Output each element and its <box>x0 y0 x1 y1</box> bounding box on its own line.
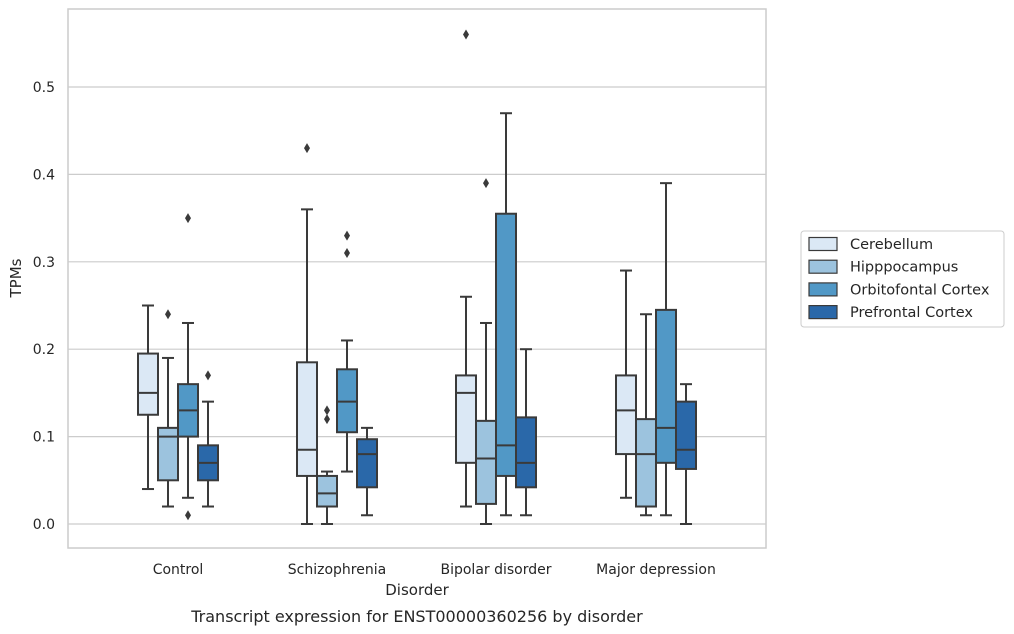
box-1-2 <box>336 230 358 473</box>
box-3-0 <box>615 269 637 499</box>
legend-swatch <box>808 259 838 274</box>
legend: Cerebellum Hipppocampus Orbitofontal Corte… <box>800 230 1005 328</box>
box-1-3 <box>356 426 378 517</box>
outlier-point <box>165 309 171 320</box>
chart-caption: Transcript expression for ENST0000036025… <box>190 607 643 626</box>
outlier-point <box>185 213 191 224</box>
x-tick-label: Major depression <box>596 562 716 578</box>
box-0-3 <box>197 370 219 508</box>
iqr-box <box>316 474 338 508</box>
y-tick-label: 0.3 <box>33 255 55 271</box>
y-tick-label: 0.5 <box>33 80 55 96</box>
legend-label: Orbitofontal Cortex <box>850 282 990 298</box>
legend-swatch <box>808 305 838 320</box>
iqr-box <box>356 438 378 489</box>
box-2-3 <box>515 348 537 517</box>
box-2-1 <box>475 178 497 525</box>
outlier-point <box>344 248 350 259</box>
iqr-box <box>495 212 517 477</box>
box-1-0 <box>296 143 318 525</box>
legend-label: Cerebellum <box>850 237 933 253</box>
outlier-point <box>304 143 310 154</box>
y-axis-label: TPMs <box>7 258 25 298</box>
box-0-0 <box>137 304 159 491</box>
legend-frame <box>800 230 1005 328</box>
box-2-0 <box>455 29 477 508</box>
iqr-box <box>655 308 677 464</box>
iqr-box <box>157 426 179 482</box>
legend-label: Hipppocampus <box>850 260 958 276</box>
outlier-point <box>185 510 191 521</box>
x-axis-label: Disorder <box>385 581 449 599</box>
box-3-1 <box>635 313 657 517</box>
iqr-box <box>635 418 657 508</box>
legend-label: Prefrontal Cortex <box>850 305 973 321</box>
legend-swatch <box>808 282 838 297</box>
box-3-2 <box>655 182 677 517</box>
y-tick-label: 0.1 <box>33 430 55 446</box>
iqr-box <box>515 416 537 489</box>
outlier-point <box>344 230 350 241</box>
iqr-box <box>475 419 497 505</box>
outlier-point <box>463 29 469 40</box>
outlier-point <box>324 414 330 425</box>
x-tick-label: Schizophrenia <box>288 562 386 578</box>
outlier-point <box>483 178 489 189</box>
iqr-box <box>675 400 697 470</box>
y-tick-labels: 0.0 0.1 0.2 0.3 0.4 0.5 <box>33 80 55 533</box>
box-1-1 <box>316 405 338 525</box>
y-tick-label: 0.2 <box>33 342 55 358</box>
iqr-box <box>296 361 318 477</box>
iqr-box <box>137 352 159 416</box>
legend-swatch <box>808 236 838 252</box>
box-3-3 <box>675 383 697 525</box>
plot-frame <box>67 8 767 549</box>
iqr-box <box>455 374 477 464</box>
outlier-point <box>324 405 330 416</box>
box-plot-marks <box>137 29 697 525</box>
box-0-2 <box>177 213 199 521</box>
box-0-1 <box>157 309 179 508</box>
outlier-point <box>205 370 211 381</box>
y-tick-label: 0.4 <box>33 167 55 183</box>
x-tick-label: Bipolar disorder <box>440 562 551 578</box>
iqr-box <box>615 374 637 456</box>
x-tick-label: Control <box>153 562 204 578</box>
box-2-2 <box>495 112 517 517</box>
y-tick-label: 0.0 <box>33 517 55 533</box>
x-tick-labels: Control Schizophrenia Bipolar disorder Majo… <box>153 562 716 578</box>
